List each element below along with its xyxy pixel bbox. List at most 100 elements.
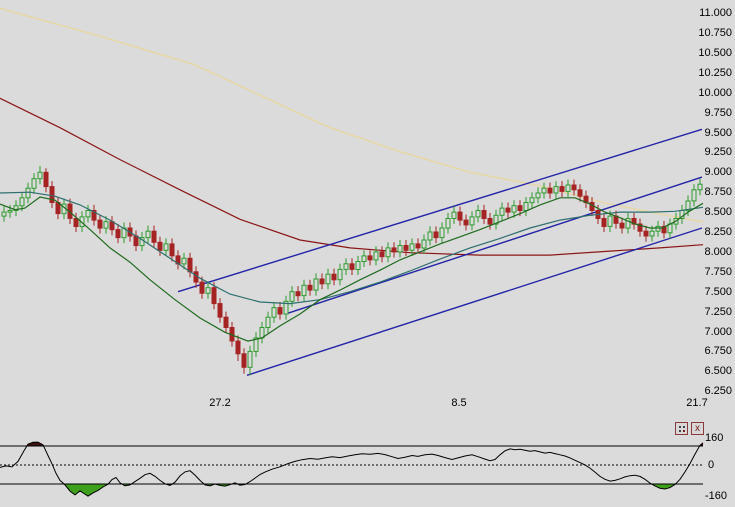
candle-body — [559, 186, 565, 192]
candle-body — [1, 211, 7, 217]
candle-body — [505, 207, 511, 213]
candle-body — [577, 189, 583, 197]
candle-body — [307, 284, 313, 291]
candle-body — [385, 247, 391, 258]
candle-body — [409, 243, 415, 251]
candle-body — [601, 218, 607, 227]
candle-body — [361, 255, 367, 262]
candle-body — [13, 205, 19, 211]
candle-body — [493, 214, 499, 225]
slow-ma-layer — [0, 7, 704, 256]
candle-body — [7, 210, 13, 213]
candle-body — [331, 273, 337, 281]
candle-body — [379, 251, 385, 258]
candles-layer — [1, 165, 703, 376]
candle-body — [517, 205, 523, 211]
oscillator-oversold-fill — [0, 484, 703, 497]
candle-body — [325, 273, 331, 285]
candle-body — [511, 205, 517, 213]
candle-body — [637, 223, 643, 232]
candle-body — [571, 184, 577, 191]
candle-body — [529, 197, 535, 204]
indicator-settings-button[interactable] — [675, 422, 688, 435]
candle-body — [295, 291, 301, 297]
candle-body — [403, 245, 409, 251]
candle-body — [187, 257, 193, 273]
candle-body — [205, 287, 211, 294]
candle-body — [199, 281, 205, 294]
candle-body — [145, 230, 151, 239]
candle-body — [451, 211, 457, 220]
candle-body — [499, 207, 505, 216]
candle-body — [463, 219, 469, 226]
candle-body — [19, 197, 25, 207]
candle-body — [547, 187, 553, 194]
candle-body — [343, 263, 349, 270]
candle-body — [79, 216, 85, 227]
candle-body — [157, 241, 163, 251]
candle-body — [337, 268, 343, 281]
ma-very-long-line — [0, 7, 704, 223]
candle-body — [109, 221, 115, 231]
candle-body — [319, 278, 325, 285]
candle-body — [31, 178, 37, 189]
candle-body — [235, 340, 241, 355]
candle-body — [349, 263, 355, 270]
candle-body — [25, 187, 31, 199]
candle-body — [445, 218, 451, 229]
candle-body — [457, 211, 463, 221]
candle-body — [373, 251, 379, 261]
oscillator-panel — [0, 441, 704, 497]
candle-body — [541, 187, 547, 194]
candle-body — [247, 350, 253, 368]
indicator-close-button[interactable]: x — [691, 422, 704, 435]
candle-body — [115, 229, 121, 239]
channel-mid-trendline[interactable] — [287, 176, 703, 314]
oscillator-overbought-fill — [0, 442, 703, 446]
candle-body — [469, 216, 475, 226]
candle-body — [313, 278, 319, 291]
candle-body — [223, 316, 229, 329]
ma-long-line — [0, 97, 704, 256]
candle-body — [565, 184, 571, 192]
candle-body — [685, 200, 691, 212]
candle-body — [367, 255, 373, 261]
candle-body — [523, 202, 529, 211]
candle-body — [691, 189, 697, 202]
candle-body — [439, 227, 445, 239]
candle-body — [277, 307, 283, 315]
candle-body — [643, 230, 649, 237]
close-icon: x — [695, 422, 700, 434]
fast-ma-layer — [0, 191, 704, 342]
candle-body — [271, 307, 277, 318]
candle-body — [73, 218, 79, 227]
candle-body — [103, 221, 109, 229]
candle-body — [265, 316, 271, 329]
candle-body — [391, 247, 397, 253]
candle-body — [163, 243, 169, 251]
ma-medium-line — [0, 191, 704, 305]
candle-body — [619, 222, 625, 229]
candle-body — [169, 243, 175, 257]
candle-body — [241, 353, 247, 368]
candle-body — [211, 287, 217, 305]
candle-body — [649, 230, 655, 237]
ma-short-line — [0, 196, 704, 342]
candle-body — [397, 245, 403, 253]
candle-body — [355, 261, 361, 270]
candle-body — [487, 218, 493, 225]
channel-top-trendline[interactable] — [177, 128, 703, 293]
candle-body — [49, 186, 55, 204]
candle-body — [301, 284, 307, 297]
candle-body — [289, 291, 295, 302]
candle-body — [43, 171, 49, 188]
settings-icon — [678, 425, 685, 432]
trendline-layer — [177, 128, 703, 376]
candle-body — [433, 231, 439, 239]
candle-body — [481, 210, 487, 219]
channel-bottom-trendline[interactable] — [246, 227, 703, 376]
candle-body — [97, 219, 103, 229]
candle-body — [421, 239, 427, 249]
